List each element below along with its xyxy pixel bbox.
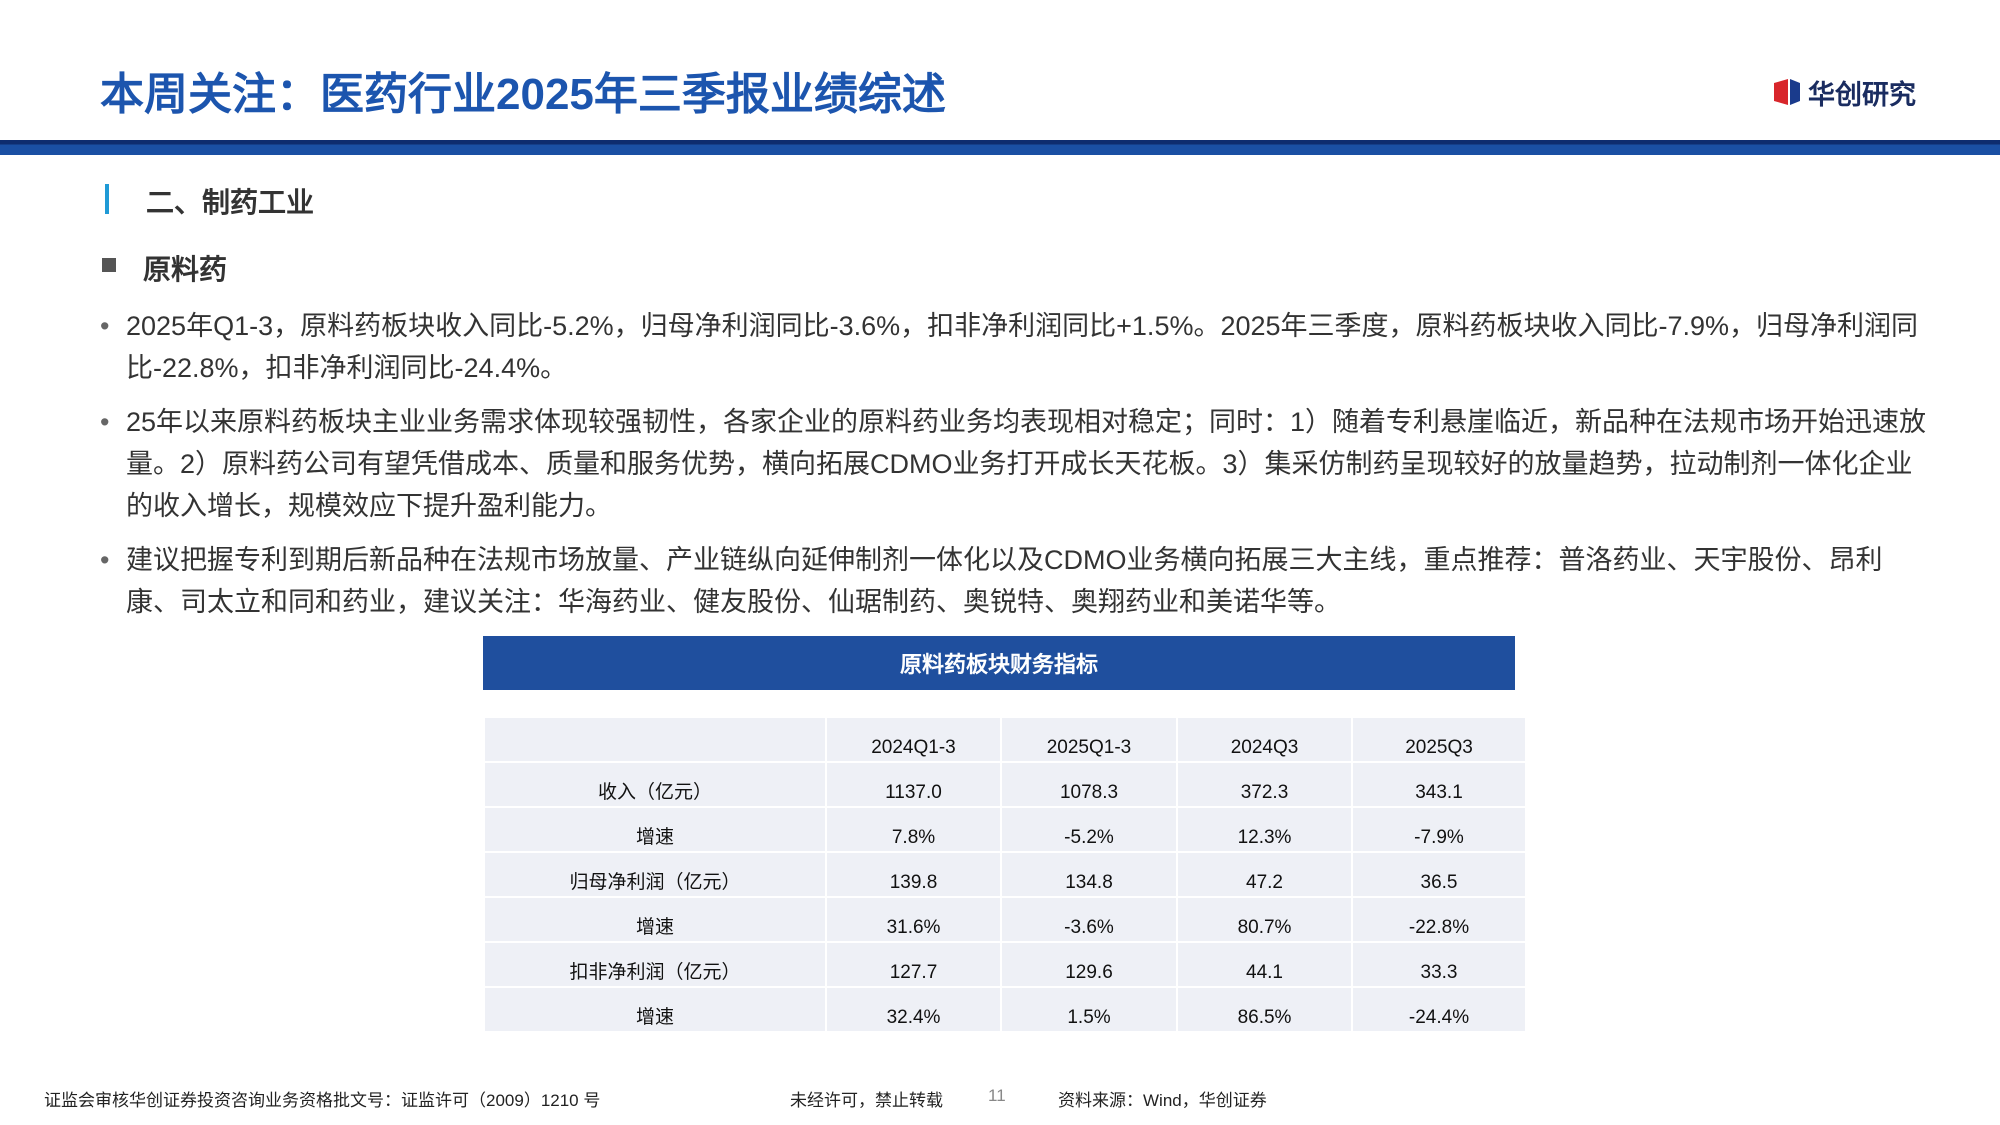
bullet-list: • 2025年Q1-3，原料药板块收入同比-5.2%，归母净利润同比-3.6%，扣… [100, 305, 1930, 635]
table-cell: 139.8 [825, 851, 1002, 898]
table-cell: 47.2 [1176, 851, 1353, 898]
header-cell: 2024Q3 [1176, 716, 1353, 763]
footer-source: 资料来源：Wind，华创证券 [1058, 1091, 1267, 1110]
table-cell: 12.3% [1176, 806, 1353, 853]
table-title: 原料药板块财务指标 [483, 636, 1515, 690]
bullet: • 建议把握专利到期后新品种在法规市场放量、产业链纵向延伸制剂一体化以及CDMO业… [100, 539, 1930, 623]
table-cell: -24.4% [1351, 986, 1527, 1033]
table-row: 增速 32.4% 1.5% 86.5% -24.4% [483, 986, 1527, 1033]
header-cell [483, 716, 827, 763]
table-row: 收入（亿元） 1137.0 1078.3 372.3 343.1 [483, 761, 1527, 808]
table-cell: 127.7 [825, 941, 1002, 988]
table-cell: -3.6% [1000, 896, 1178, 943]
section-heading: 二、制药工业 [146, 187, 315, 218]
page-title: 本周关注：医药行业2025年三季报业绩综述 [100, 70, 946, 119]
table-cell: 343.1 [1351, 761, 1527, 808]
table-cell: 增速 [483, 986, 827, 1033]
table-cell: 80.7% [1176, 896, 1353, 943]
table-cell: 86.5% [1176, 986, 1353, 1033]
bullet-text: 2025年Q1-3，原料药板块收入同比-5.2%，归母净利润同比-3.6%，扣非… [126, 311, 1919, 383]
table-cell: 44.1 [1176, 941, 1353, 988]
table-cell: 扣非净利润（亿元） [483, 941, 827, 988]
logo-text: 华创研究 [1808, 79, 1916, 110]
logo: 华创研究 [1772, 74, 1916, 110]
table-cell: 1078.3 [1000, 761, 1178, 808]
header-cell: 2024Q1-3 [825, 716, 1002, 763]
bullet: • 2025年Q1-3，原料药板块收入同比-5.2%，归母净利润同比-3.6%，扣… [100, 305, 1930, 389]
table-cell: 32.4% [825, 986, 1002, 1033]
table-cell: 增速 [483, 806, 827, 853]
table-cell: -5.2% [1000, 806, 1178, 853]
table-cell: 7.8% [825, 806, 1002, 853]
table-row: 增速 31.6% -3.6% 80.7% -22.8% [483, 896, 1527, 943]
logo-icon [1774, 79, 1800, 105]
table-cell: 归母净利润（亿元） [483, 851, 827, 898]
header-cell: 2025Q1-3 [1000, 716, 1178, 763]
table-cell: 1137.0 [825, 761, 1002, 808]
table-cell: 31.6% [825, 896, 1002, 943]
table-cell: 增速 [483, 896, 827, 943]
table-cell: 134.8 [1000, 851, 1178, 898]
table-row: 增速 7.8% -5.2% 12.3% -7.9% [483, 806, 1527, 853]
bullet-text: 25年以来原料药板块主业业务需求体现较强韧性，各家企业的原料药业务均表现相对稳定… [126, 407, 1927, 521]
table-cell: 36.5 [1351, 851, 1527, 898]
table-cell: 收入（亿元） [483, 761, 827, 808]
data-table: 2024Q1-3 2025Q1-3 2024Q3 2025Q3 收入（亿元） 1137.0… [483, 716, 1527, 1033]
subsection-marker [102, 258, 116, 272]
bullet-dot: • [100, 311, 110, 341]
header-row: 2024Q1-3 2025Q1-3 2024Q3 2025Q3 [483, 716, 1527, 763]
table-cell: 33.3 [1351, 941, 1527, 988]
bullet-dot: • [100, 407, 110, 437]
header-band [0, 140, 2000, 155]
bullet-dot: • [100, 545, 110, 575]
section-marker [105, 184, 109, 214]
table-row: 扣非净利润（亿元） 127.7 129.6 44.1 33.3 [483, 941, 1527, 988]
footer-license: 证监会审核华创证券投资咨询业务资格批文号：证监许可（2009）1210 号 [44, 1091, 601, 1110]
table-cell: -7.9% [1351, 806, 1527, 853]
table-cell: 372.3 [1176, 761, 1353, 808]
header-cell: 2025Q3 [1351, 716, 1527, 763]
table-cell: 129.6 [1000, 941, 1178, 988]
table-row: 归母净利润（亿元） 139.8 134.8 47.2 36.5 [483, 851, 1527, 898]
bullet: • 25年以来原料药板块主业业务需求体现较强韧性，各家企业的原料药业务均表现相对稳… [100, 401, 1930, 527]
page-number: 11 [988, 1086, 1006, 1105]
subsection-heading: 原料药 [143, 254, 228, 285]
footer-notice: 未经许可，禁止转载 [790, 1091, 943, 1110]
table-cell: -22.8% [1351, 896, 1527, 943]
bullet-text: 建议把握专利到期后新品种在法规市场放量、产业链纵向延伸制剂一体化以及CDMO业务… [126, 545, 1883, 617]
table-cell: 1.5% [1000, 986, 1178, 1033]
